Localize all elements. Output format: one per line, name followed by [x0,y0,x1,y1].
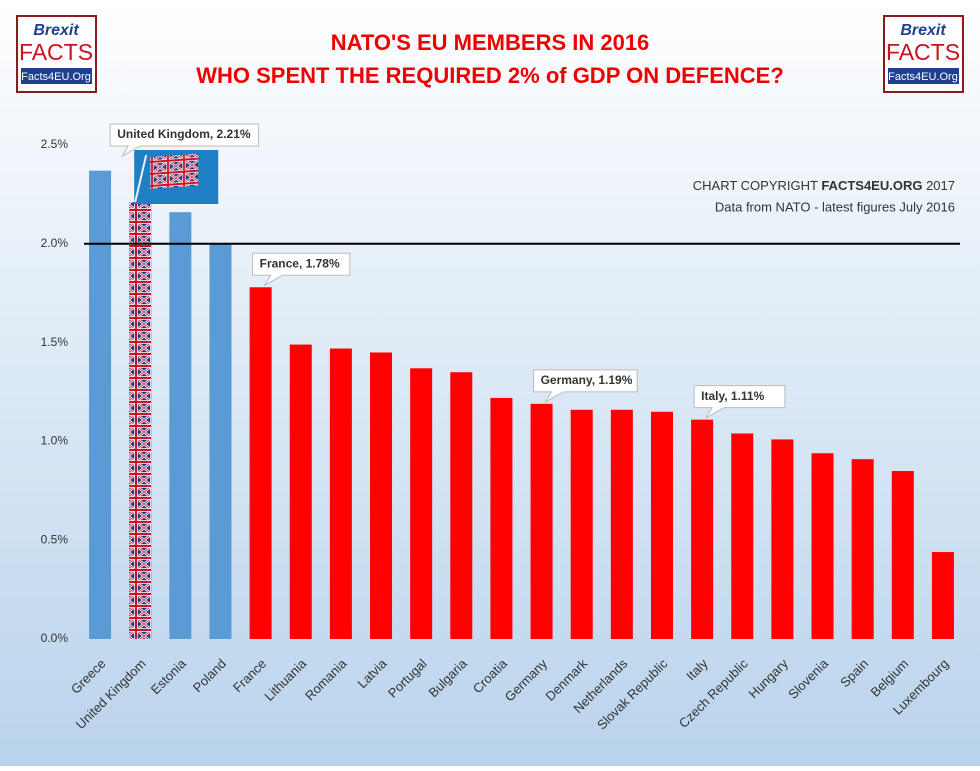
callout-box [109,123,260,158]
bar [811,453,834,639]
chart-title: NATO'S EU MEMBERS IN 2016 [331,30,650,55]
chart-title: WHO SPENT THE REQUIRED 2% of GDP ON DEFE… [196,63,784,88]
bar [450,372,473,639]
bar [610,409,633,639]
bar [129,202,152,639]
bar [490,397,513,639]
flag [150,153,199,190]
bar [570,409,593,639]
bar [289,344,312,639]
y-tick-label: 2.0% [41,236,69,250]
y-tick-label: 1.0% [41,434,69,448]
logo-band [21,68,92,84]
copyright: CHART COPYRIGHT FACTS4EU.ORG 2017 [693,178,955,193]
bar [650,411,673,639]
y-tick-label: 0.5% [41,532,69,546]
bar [169,212,192,639]
bar [89,170,112,640]
logo-site: Facts4EU.Org [21,71,91,83]
callout-box [252,252,351,287]
logo-name: FACTS [19,39,93,65]
logo-name: FACTS [886,39,960,65]
bar [731,433,754,639]
flag-pole [134,154,148,203]
logo-left: Brexit FACTS Facts4EU.Org [16,15,97,93]
flag-image [134,150,219,204]
value-label: Germany, 1.19% [541,373,633,387]
value-label: United Kingdom, 2.21% [117,127,251,141]
bar [851,459,874,639]
logo-site: Facts4EU.Org [888,71,958,83]
value-label: France, 1.78% [260,256,340,270]
bar [249,287,272,639]
bar [329,348,352,639]
y-tick-label: 2.5% [41,137,69,151]
copyright-part: FACTS4EU.ORG [821,178,922,193]
y-tick-label: 0.0% [41,631,69,645]
source-note: Data from NATO - latest figures July 201… [715,199,955,214]
logo-band [888,68,959,84]
copyright-part: CHART COPYRIGHT [693,178,822,193]
logo-brand: Brexit [900,22,946,39]
callout-box [693,385,786,420]
value-label: Italy, 1.11% [701,389,764,403]
bar [771,439,794,639]
bar [530,403,553,639]
bar [891,471,914,639]
bar [370,352,393,639]
y-tick-label: 1.5% [41,335,69,349]
bar [209,243,232,640]
logo-right: Brexit FACTS Facts4EU.Org [883,15,964,93]
callout-box [533,369,638,404]
bar [691,419,714,639]
bar [410,368,433,639]
bar [931,552,954,639]
logo-brand: Brexit [33,22,79,39]
copyright-part: 2017 [922,178,955,193]
